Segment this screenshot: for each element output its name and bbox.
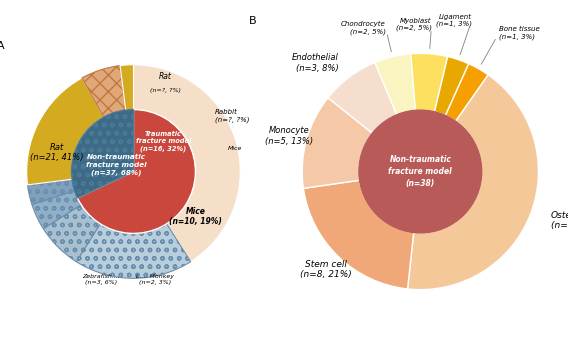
Wedge shape	[77, 109, 195, 234]
Text: B: B	[249, 15, 257, 25]
Wedge shape	[32, 191, 81, 229]
Wedge shape	[120, 65, 133, 110]
Wedge shape	[27, 78, 103, 185]
Wedge shape	[82, 66, 126, 117]
Wedge shape	[328, 62, 396, 133]
Wedge shape	[445, 64, 488, 121]
Text: Ligament
(n=1, 3%): Ligament (n=1, 3%)	[436, 14, 471, 27]
Text: L.... Monkey
(n=2, 3%): L.... Monkey (n=2, 3%)	[136, 274, 174, 285]
Text: Non-traumatic
fracture model
(n=38): Non-traumatic fracture model (n=38)	[389, 155, 452, 188]
Wedge shape	[375, 54, 415, 115]
Text: Rat: Rat	[159, 72, 172, 81]
Wedge shape	[303, 180, 414, 289]
Wedge shape	[43, 205, 101, 262]
Text: Endothelial
(n=3, 8%): Endothelial (n=3, 8%)	[292, 53, 339, 73]
Text: Non-traumatic
fracture model
(n=37, 68%): Non-traumatic fracture model (n=37, 68%)	[86, 154, 147, 176]
Text: Myoblast
(n=2, 5%): Myoblast (n=2, 5%)	[396, 17, 432, 31]
Text: Zebrafish....
(n=3, 6%): Zebrafish.... (n=3, 6%)	[82, 274, 120, 285]
Text: Rat
(n=21, 41%): Rat (n=21, 41%)	[30, 143, 83, 162]
Wedge shape	[408, 75, 538, 289]
Text: (n=?, ?%): (n=?, ?%)	[150, 88, 181, 93]
Wedge shape	[72, 109, 133, 198]
Wedge shape	[302, 98, 372, 188]
Text: Chondrocyte
(n=2, 5%): Chondrocyte (n=2, 5%)	[341, 21, 386, 35]
Text: Traumatic
fracture model
(n=16, 32%): Traumatic fracture model (n=16, 32%)	[136, 131, 191, 152]
Text: Monocyte
(n=5, 13%): Monocyte (n=5, 13%)	[265, 126, 314, 145]
Text: Mice: Mice	[227, 145, 242, 151]
Circle shape	[359, 110, 482, 233]
Text: A: A	[0, 41, 5, 51]
Wedge shape	[411, 54, 448, 112]
Wedge shape	[435, 57, 469, 116]
Text: Mice
(n=10, 19%): Mice (n=10, 19%)	[169, 206, 222, 226]
Text: Rabbit
(n=?, ?%): Rabbit (n=?, ?%)	[215, 109, 249, 123]
Wedge shape	[133, 65, 240, 262]
Text: Stem cell
(n=8, 21%): Stem cell (n=8, 21%)	[300, 260, 352, 279]
Text: Osteoblast
(n=16, 42%): Osteoblast (n=16, 42%)	[551, 211, 568, 230]
Wedge shape	[27, 179, 74, 204]
Text: Bone tissue
(n=1, 3%): Bone tissue (n=1, 3%)	[499, 26, 540, 39]
Wedge shape	[76, 224, 191, 278]
